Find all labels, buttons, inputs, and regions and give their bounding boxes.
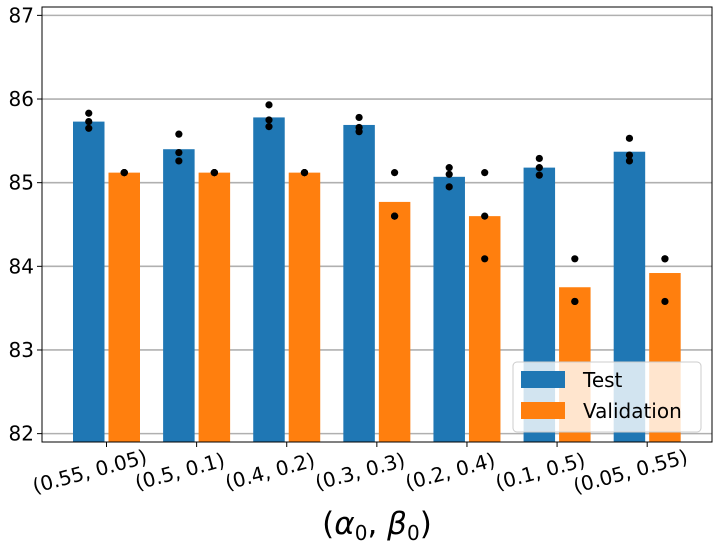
- data-point-test: [85, 124, 93, 132]
- legend-label-test: Test: [582, 368, 623, 392]
- legend-swatch-validation: [521, 402, 565, 419]
- data-point-test: [175, 157, 183, 165]
- x-tick-label: (0.2, 0.4): [403, 448, 498, 495]
- data-point-validation: [661, 297, 669, 306]
- data-points: [85, 101, 669, 306]
- data-point-validation: [481, 255, 489, 263]
- y-tick-label: 84: [9, 254, 34, 278]
- grid-lines: [42, 14, 712, 435]
- bar-validation: [468, 216, 501, 442]
- legend-swatch-test: [521, 371, 565, 388]
- data-point-validation: [571, 255, 579, 263]
- data-point-test: [535, 164, 543, 172]
- x-axis-label: (α0, β0): [322, 506, 432, 545]
- x-tick-label: (0.4, 0.2): [222, 448, 317, 495]
- bar-test: [253, 117, 285, 442]
- data-point-validation: [661, 255, 669, 263]
- data-point-test: [445, 164, 453, 172]
- legend-label-validation: Validation: [583, 399, 682, 423]
- data-point-test: [85, 109, 93, 117]
- data-point-test: [265, 123, 273, 131]
- data-point-validation: [120, 169, 128, 177]
- y-tick-label: 82: [9, 422, 34, 446]
- x-tick-label: (0.5, 0.1): [132, 448, 227, 495]
- data-point-test: [445, 170, 453, 178]
- data-point-test: [625, 134, 634, 142]
- y-tick-label: 87: [9, 3, 34, 27]
- data-point-validation: [481, 169, 489, 177]
- bar-test: [163, 149, 195, 442]
- bar-test: [433, 176, 465, 442]
- bar-test: [343, 124, 375, 443]
- y-axis-ticks: 82 83 84 85 86 87: [9, 3, 42, 446]
- data-point-test: [535, 171, 543, 179]
- data-point-test: [355, 128, 363, 136]
- data-point-test: [265, 101, 273, 109]
- bar-validation: [108, 172, 140, 442]
- y-tick-label: 85: [9, 171, 34, 195]
- data-point-test: [175, 148, 183, 157]
- bar-validation: [198, 172, 231, 442]
- data-point-validation: [300, 169, 309, 177]
- data-point-validation: [571, 297, 579, 306]
- data-point-validation: [210, 169, 218, 177]
- bar-validation: [288, 172, 321, 442]
- data-point-test: [175, 130, 183, 138]
- y-tick-label: 83: [9, 338, 34, 362]
- y-tick-label: 86: [9, 87, 34, 111]
- data-point-test: [445, 183, 453, 191]
- x-tick-label: (0.05, 0.55): [571, 444, 691, 498]
- bar-test: [73, 121, 105, 442]
- data-point-test: [85, 118, 93, 126]
- data-point-test: [535, 154, 543, 163]
- x-tick-label: (0.3, 0.3): [313, 448, 408, 495]
- legend: Test Validation: [512, 361, 702, 433]
- x-axis-ticks: (0.55, 0.05)(0.5, 0.1)(0.4, 0.2)(0.3, 0.…: [30, 442, 690, 498]
- data-point-test: [265, 116, 273, 124]
- data-point-test: [625, 151, 634, 159]
- data-point-test: [625, 157, 634, 165]
- bar-validation: [378, 201, 411, 442]
- data-point-validation: [390, 212, 399, 220]
- data-point-validation: [481, 212, 489, 220]
- data-point-validation: [390, 169, 399, 177]
- data-point-test: [355, 113, 363, 122]
